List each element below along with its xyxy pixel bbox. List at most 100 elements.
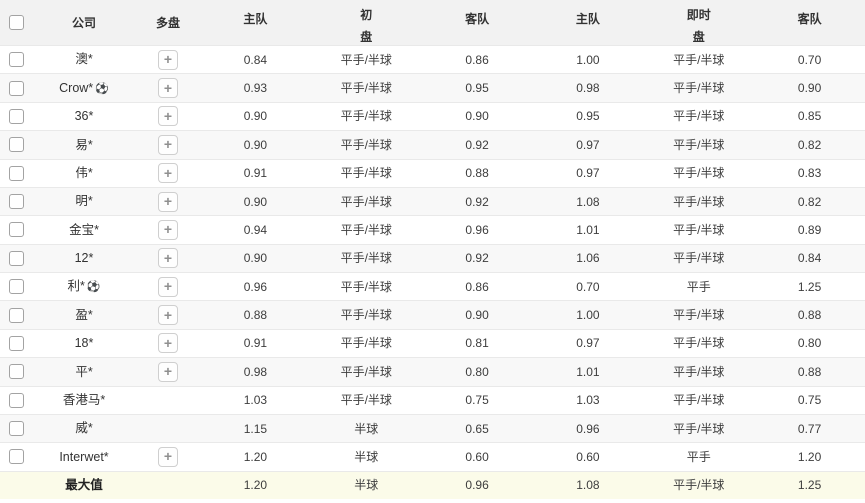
expand-odds-button[interactable]: +: [158, 106, 178, 127]
row-checkbox[interactable]: [8, 137, 24, 153]
multi-odds-cell: +: [136, 276, 200, 297]
live-handicap: 平手/半球: [673, 336, 725, 351]
row-checkbox[interactable]: [8, 392, 24, 408]
initial-away-odds: 0.88: [465, 166, 489, 181]
table-row: 威* 1.15 半球 0.65 0.96 平手/半球 0.77: [0, 413, 865, 443]
table-row: Crow* ⚽ + 0.93 平手/半球 0.95 0.98 平手/半球 0.9…: [0, 73, 865, 102]
expand-odds-button[interactable]: +: [158, 361, 178, 382]
initial-home-odds: 1.03: [243, 393, 268, 408]
initial-handicap: 平手/半球: [340, 279, 392, 294]
initial-away-odds: 0.96: [465, 222, 489, 237]
row-checkbox[interactable]: [8, 279, 24, 295]
initial-away-odds: 0.65: [465, 421, 489, 436]
row-checkbox[interactable]: [8, 80, 24, 96]
company-cell: Interwet*: [32, 451, 136, 464]
soccer-ball-icon: ⚽: [86, 281, 101, 294]
live-home-odds: 0.97: [576, 166, 600, 181]
expand-odds-button[interactable]: +: [158, 446, 178, 467]
expand-odds-button[interactable]: +: [158, 248, 178, 269]
live-home-odds: 1.01: [576, 364, 600, 379]
company-name: 明*: [75, 194, 93, 209]
table-row: 伟* + 0.91 平手/半球 0.88 0.97 平手/半球 0.83: [0, 158, 865, 187]
initial-away-odds: 0.95: [465, 81, 489, 96]
live-handicap: 平手/半球: [673, 308, 725, 323]
live-home-odds: 0.97: [576, 336, 600, 351]
row-checkbox[interactable]: [8, 108, 24, 124]
live-away-odds: 0.77: [797, 421, 822, 436]
live-away-odds: 0.85: [797, 109, 822, 124]
expand-odds-button[interactable]: +: [158, 276, 178, 297]
initial-handicap: 半球: [354, 449, 379, 464]
checkbox-cell: [0, 364, 32, 380]
expand-odds-button[interactable]: +: [158, 305, 178, 326]
company-cell: 最大值: [32, 479, 136, 492]
expand-odds-button[interactable]: +: [158, 134, 178, 155]
header-initial-handicap: 初 盘: [311, 0, 422, 45]
multi-odds-cell: +: [136, 191, 200, 212]
initial-handicap: 平手/半球: [340, 336, 392, 351]
initial-away-odds: 0.60: [465, 449, 489, 464]
live-handicap: 平手/半球: [673, 52, 725, 67]
company-cell: 威*: [32, 422, 136, 435]
live-away-odds: 0.88: [797, 364, 822, 379]
expand-odds-button[interactable]: +: [158, 333, 178, 354]
row-checkbox[interactable]: [8, 165, 24, 181]
row-checkbox[interactable]: [8, 307, 24, 323]
row-checkbox[interactable]: [8, 250, 24, 266]
live-handicap: 平手/半球: [673, 478, 725, 493]
initial-away-odds: 0.90: [465, 308, 489, 323]
row-checkbox[interactable]: [8, 449, 24, 465]
header-live-home: 主队: [533, 10, 644, 35]
initial-home-odds: 0.90: [243, 137, 268, 152]
row-checkbox[interactable]: [8, 421, 24, 437]
initial-home-odds: 1.15: [243, 421, 268, 436]
header-live-handicap-label: 盘: [692, 30, 705, 44]
soccer-ball-icon: ⚽: [95, 82, 109, 95]
checkbox-cell: [0, 165, 32, 181]
header-initial-away: 客队: [422, 10, 533, 35]
row-checkbox[interactable]: [8, 335, 24, 351]
initial-home-odds: 0.91: [243, 166, 268, 181]
initial-handicap: 平手/半球: [340, 364, 392, 379]
header-initial-home: 主队: [200, 10, 311, 35]
row-checkbox[interactable]: [8, 194, 24, 210]
live-handicap: 平手/半球: [673, 421, 725, 436]
initial-away-odds: 0.92: [465, 137, 489, 152]
header-multi-label: 多盘: [155, 16, 180, 30]
company-cell: 澳*: [32, 53, 136, 66]
expand-odds-button[interactable]: +: [158, 78, 178, 99]
multi-odds-cell: +: [136, 333, 200, 354]
live-home-odds: 1.08: [576, 478, 600, 493]
initial-away-odds: 0.80: [465, 364, 489, 379]
company-name: 伟*: [75, 165, 93, 180]
company-cell: 香港马*: [32, 394, 136, 407]
table-row: 金宝* + 0.94 平手/半球 0.96 1.01 平手/半球 0.89: [0, 215, 865, 244]
checkbox-cell: [0, 80, 32, 96]
initial-home-odds: 0.93: [243, 81, 268, 96]
company-cell: Crow* ⚽: [32, 82, 136, 95]
initial-away-odds: 0.96: [465, 478, 489, 493]
expand-odds-button[interactable]: +: [158, 219, 178, 240]
live-away-odds: 1.25: [797, 478, 822, 493]
row-checkbox[interactable]: [8, 222, 24, 238]
initial-away-odds: 0.92: [465, 194, 489, 209]
live-handicap: 平手/半球: [673, 109, 725, 124]
table-row: 平* + 0.98 平手/半球 0.80 1.01 平手/半球 0.88: [0, 357, 865, 386]
initial-handicap: 平手/半球: [340, 166, 392, 181]
row-checkbox[interactable]: [8, 364, 24, 380]
initial-handicap: 平手/半球: [340, 137, 392, 152]
expand-odds-button[interactable]: +: [158, 163, 178, 184]
header-initial-group-label: 初: [360, 8, 373, 22]
select-all-cell: [0, 15, 32, 30]
company-cell: 易*: [32, 139, 136, 152]
checkbox-cell: [0, 421, 32, 437]
expand-odds-button[interactable]: +: [158, 49, 178, 70]
live-home-odds: 1.00: [576, 308, 600, 323]
table-header: 公司 多盘 主队 初 盘 客队 主队 即时 盘 客队: [0, 0, 865, 45]
expand-odds-button[interactable]: +: [158, 191, 178, 212]
checkbox-cell: [0, 449, 32, 465]
initial-handicap: 平手/半球: [340, 222, 392, 237]
select-all-checkbox[interactable]: [8, 15, 24, 30]
live-home-odds: 0.96: [576, 421, 600, 436]
row-checkbox[interactable]: [8, 52, 24, 68]
